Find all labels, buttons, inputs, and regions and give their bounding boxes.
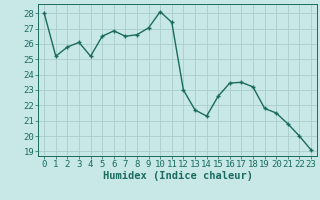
X-axis label: Humidex (Indice chaleur): Humidex (Indice chaleur)	[103, 171, 252, 181]
